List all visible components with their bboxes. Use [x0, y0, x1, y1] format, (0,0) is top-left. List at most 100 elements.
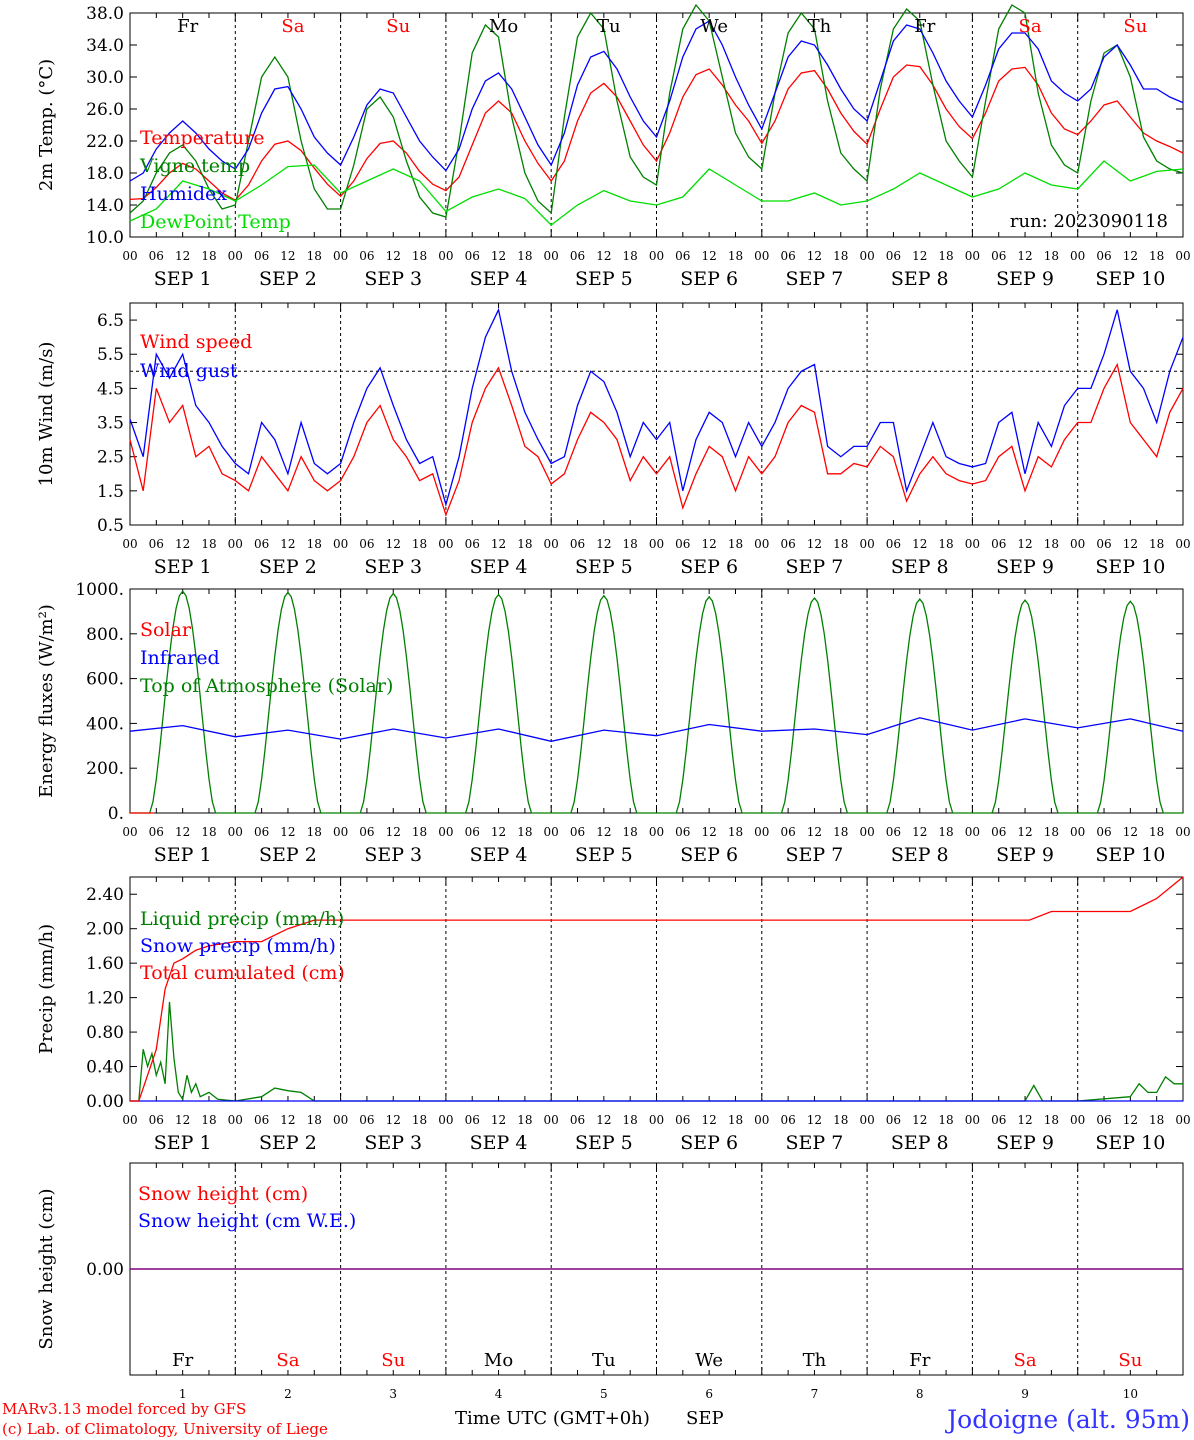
- legend-entry: Total cumulated (cm): [140, 962, 345, 984]
- y-tick-label: 5.5: [97, 345, 124, 365]
- hour-tick-label: 12: [491, 537, 506, 551]
- date-label: SEP 1: [154, 556, 212, 578]
- weekday-label: Su: [386, 16, 410, 37]
- hour-tick-label: 06: [991, 537, 1006, 551]
- day-number-label: 5: [600, 1387, 608, 1401]
- day-number-label: 4: [495, 1387, 503, 1401]
- y-tick-label: 2.00: [86, 920, 124, 940]
- hour-tick-label: 06: [886, 1113, 901, 1127]
- hour-tick-label: 00: [1175, 249, 1190, 263]
- hour-tick-label: 18: [517, 537, 532, 551]
- date-label: SEP 8: [891, 844, 949, 866]
- hour-tick-label: 12: [596, 249, 611, 263]
- y-tick-label: 3.5: [97, 414, 124, 434]
- hour-tick-label: 00: [649, 825, 664, 839]
- hour-tick-label: 06: [675, 1113, 690, 1127]
- hour-tick-label: 00: [333, 1113, 348, 1127]
- weekday-label: Fr: [909, 1350, 930, 1371]
- hour-tick-label: 12: [491, 249, 506, 263]
- legend-entry: Wind speed: [140, 331, 252, 353]
- hour-tick-label: 12: [280, 825, 295, 839]
- hour-tick-label: 12: [1123, 249, 1138, 263]
- legend-entry: Humidex: [140, 183, 227, 205]
- hour-tick-label: 06: [254, 249, 269, 263]
- date-label: SEP 7: [786, 268, 844, 290]
- y-tick-label: 14.0: [86, 196, 124, 216]
- run-label: run: 2023090118: [1010, 211, 1168, 232]
- hour-tick-label: 12: [1017, 249, 1032, 263]
- hour-tick-label: 12: [386, 249, 401, 263]
- panel-3: 00 06 12 18 SEP 1 00 06 12 18 SEP 2 00 06 12 18 SEP 3 0…: [36, 580, 1191, 866]
- panel-2: 00 06 12 18 SEP 1 00 06 12 18 SEP 2 00 06 12 18 SEP 3 0…: [36, 302, 1191, 578]
- hour-tick-label: 18: [728, 249, 743, 263]
- hour-tick-label: 12: [702, 249, 717, 263]
- hour-tick-label: 06: [465, 1113, 480, 1127]
- hour-tick-label: 18: [728, 1113, 743, 1127]
- hour-tick-label: 18: [1149, 825, 1164, 839]
- y-tick-label: 18.0: [86, 164, 124, 184]
- weekday-label: Sa: [1019, 16, 1042, 37]
- hour-tick-label: 00: [649, 1113, 664, 1127]
- panel-5: 0.00 Snow height (cm) Snow height (cm) Snow…: [36, 1162, 1184, 1401]
- x-axis-title: Time UTC (GMT+0h): [455, 1408, 650, 1429]
- y-tick-label: 22.0: [86, 132, 124, 152]
- hour-tick-label: 06: [780, 825, 795, 839]
- hour-tick-label: 18: [623, 537, 638, 551]
- y-tick-label: 800.: [86, 625, 124, 645]
- y-tick-label: 2.40: [86, 885, 124, 905]
- series-line: [129, 362, 1184, 517]
- hour-tick-label: 00: [1070, 825, 1085, 839]
- series-line: [129, 307, 1184, 507]
- legend-entry: Snow height (cm): [138, 1183, 308, 1205]
- hour-tick-label: 18: [1149, 249, 1164, 263]
- y-tick-label: 1.20: [86, 989, 124, 1009]
- day-number-label: 2: [284, 1387, 292, 1401]
- hour-tick-label: 06: [675, 537, 690, 551]
- date-label: SEP 9: [996, 844, 1054, 866]
- y-tick-label: 4.5: [97, 379, 124, 399]
- weekday-label: Sa: [276, 1350, 299, 1371]
- hour-tick-label: 00: [438, 249, 453, 263]
- hour-tick-label: 06: [1096, 1113, 1111, 1127]
- day-number-label: 3: [389, 1387, 397, 1401]
- weekday-label: Mo: [484, 1350, 513, 1371]
- y-tick-label: 0.40: [86, 1058, 124, 1078]
- hour-tick-label: 06: [1096, 249, 1111, 263]
- y-tick-label: 400.: [86, 714, 124, 734]
- hour-tick-label: 06: [780, 537, 795, 551]
- hour-tick-label: 18: [307, 825, 322, 839]
- hour-tick-label: 06: [359, 1113, 374, 1127]
- hour-tick-label: 06: [570, 537, 585, 551]
- hour-tick-label: 12: [386, 1113, 401, 1127]
- y-axis-title: Snow height (cm): [36, 1188, 57, 1349]
- y-tick-label: 0.00: [86, 1092, 124, 1112]
- date-label: SEP 2: [259, 1132, 317, 1154]
- hour-tick-label: 18: [201, 825, 216, 839]
- date-label: SEP 8: [891, 268, 949, 290]
- hour-tick-label: 00: [228, 1113, 243, 1127]
- date-label: SEP 1: [154, 844, 212, 866]
- series-line: [129, 20, 1184, 182]
- legend-entry: Snow precip (mm/h): [140, 935, 336, 957]
- series-line: [129, 160, 1184, 226]
- day-number-label: 1: [179, 1387, 187, 1401]
- y-tick-label: 10.0: [86, 228, 124, 248]
- hour-tick-label: 00: [859, 537, 874, 551]
- hour-tick-label: 00: [965, 825, 980, 839]
- date-label: SEP 1: [154, 1132, 212, 1154]
- date-label: SEP 4: [470, 556, 528, 578]
- y-tick-label: 0.00: [86, 1260, 124, 1280]
- hour-tick-label: 00: [649, 537, 664, 551]
- hour-tick-label: 00: [1175, 1113, 1190, 1127]
- legend-entry: Wind gust: [140, 360, 238, 382]
- hour-tick-label: 06: [465, 537, 480, 551]
- date-label: SEP 10: [1095, 1132, 1165, 1154]
- hour-tick-label: 00: [1070, 1113, 1085, 1127]
- hour-tick-label: 18: [938, 249, 953, 263]
- day-number-label: 7: [811, 1387, 819, 1401]
- date-label: SEP 3: [364, 556, 422, 578]
- date-label: SEP 4: [470, 1132, 528, 1154]
- hour-tick-label: 18: [201, 1113, 216, 1127]
- series-line: [129, 3, 1184, 218]
- hour-tick-label: 18: [517, 249, 532, 263]
